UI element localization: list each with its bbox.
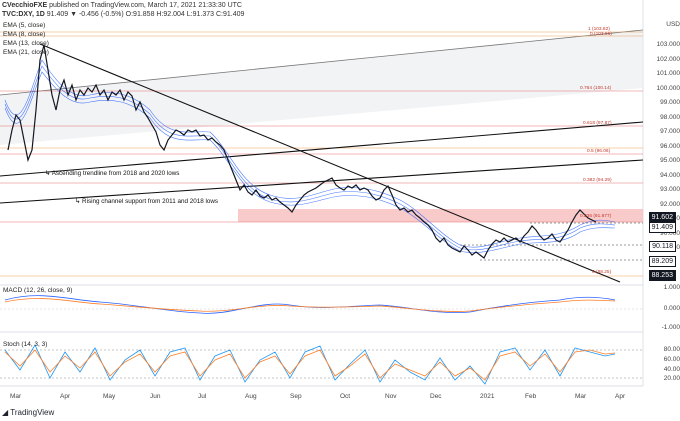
price-axis-tick: 92.000 bbox=[660, 200, 680, 208]
channel-band bbox=[0, 30, 643, 145]
ohlc-readout: 91.409 ▼ -0.456 (-0.5%) O:91.858 H:92.00… bbox=[46, 11, 245, 18]
time-axis-tick: Aug bbox=[245, 393, 257, 400]
fib-lines bbox=[0, 31, 643, 277]
fib-label-0382: 0.382 (94.29) bbox=[583, 178, 612, 183]
macd-axis-0: 0.000 bbox=[663, 305, 680, 312]
branding-text: TradingView bbox=[10, 408, 55, 417]
fib-label-0236: 0.236 (91.877) bbox=[580, 214, 612, 219]
stoch-axis-20: 20.00 bbox=[663, 375, 680, 382]
trendlines bbox=[0, 43, 644, 283]
price-label-88253: 88.253 bbox=[648, 270, 676, 281]
time-axis-tick: Feb bbox=[525, 393, 537, 400]
price-axis-tick: 96.000 bbox=[660, 142, 680, 150]
tradingview-logo[interactable]: ◢ TradingView bbox=[2, 408, 54, 417]
published-text: published on TradingView.com, March 17, … bbox=[49, 2, 242, 9]
time-axis-tick: Mar bbox=[575, 393, 587, 400]
symbol[interactable]: TVC:DXY, 1D bbox=[2, 11, 45, 18]
legend-ema5[interactable]: EMA (5, close) bbox=[3, 22, 46, 29]
fib-label-0-top: 0 (103.66) bbox=[590, 32, 612, 37]
price-axis-tick: 94.000 bbox=[660, 171, 680, 179]
price-axis-tick: 103.000 bbox=[656, 41, 680, 48]
fib-label-0764: 0.764 (100.14) bbox=[580, 86, 612, 91]
downtrend-line bbox=[39, 43, 621, 283]
stoch-axis-40: 40.00 bbox=[663, 366, 680, 373]
legend-ema8[interactable]: EMA (8, close) bbox=[3, 31, 46, 38]
rising-channel-support bbox=[0, 159, 644, 204]
price-axis-tick: 95.000 bbox=[660, 157, 680, 164]
ascending-trendline bbox=[0, 121, 644, 177]
time-axis-tick: Apr bbox=[615, 393, 626, 400]
price-axis-tick: 102.000 bbox=[656, 55, 680, 63]
price-axis-tick: 98.000 bbox=[660, 113, 680, 121]
price-axis-tick: 99.000 bbox=[660, 99, 680, 106]
time-axis-tick: Jun bbox=[150, 393, 161, 400]
price-axis-tick: 90.000 bbox=[660, 229, 680, 237]
macd-axis-1: 1.000 bbox=[663, 284, 680, 291]
stoch-pane bbox=[0, 344, 643, 385]
time-axis-tick: Sep bbox=[290, 393, 302, 400]
ascending-trendline-text: Ascending trendline from 2018 and 2020 l… bbox=[51, 170, 180, 177]
time-axis-tick: Mar bbox=[10, 393, 22, 400]
tradingview-icon: ◢ bbox=[2, 408, 9, 417]
currency-label: USD bbox=[666, 21, 680, 28]
legend-ema13[interactable]: EMA (13, close) bbox=[3, 40, 49, 47]
stoch-axis-60: 60.00 bbox=[663, 356, 680, 363]
time-axis-tick: Apr bbox=[60, 393, 71, 400]
macd-axis-neg1: -1.000 bbox=[661, 324, 680, 331]
time-axis-tick: Oct bbox=[340, 393, 351, 400]
stoch-axis-80: 80.00 bbox=[663, 346, 680, 353]
fib-label-05: 0.5 (96.06) bbox=[587, 149, 611, 154]
price-axis-tick: 101.000 bbox=[656, 70, 680, 77]
time-axis-tick: May bbox=[103, 393, 116, 400]
price-bars bbox=[7, 44, 597, 259]
price-axis-tick: 100.000 bbox=[656, 84, 680, 92]
price-label-91409: 91.409 bbox=[648, 222, 676, 233]
fib-label-0-bottom: 0 (88.25) bbox=[592, 270, 612, 275]
rising-channel-text: Rising channel support from 2011 and 201… bbox=[82, 198, 219, 205]
ascending-trendline-label: ↳ Ascending trendline from 2018 and 2020… bbox=[45, 170, 180, 177]
time-axis-tick: Dec bbox=[430, 393, 442, 400]
header: CVecchioFXE published on TradingView.com… bbox=[2, 1, 244, 19]
rising-channel-label: ↳ Rising channel support from 2011 and 2… bbox=[75, 198, 219, 205]
price-label-89209: 89.209 bbox=[648, 256, 676, 267]
fib-label-1: 1 (103.82) bbox=[588, 27, 610, 32]
macd-label[interactable]: MACD (12, 26, close, 9) bbox=[3, 287, 73, 294]
price-axis-tick: 93.000 bbox=[660, 186, 680, 193]
time-axis-tick: Nov bbox=[385, 393, 397, 400]
legend-ema21[interactable]: EMA (21, close) bbox=[3, 49, 49, 56]
time-axis-tick: 2021 bbox=[480, 393, 495, 400]
publisher: CVecchioFXE bbox=[2, 2, 48, 9]
resistance-zone bbox=[238, 209, 643, 222]
price-label-90118: 90.118 bbox=[649, 241, 676, 252]
price-axis-tick: 97.000 bbox=[660, 128, 680, 135]
stoch-label[interactable]: Stoch (14, 3, 3) bbox=[3, 341, 48, 348]
fib-label-0618: 0.618 (97.87) bbox=[583, 121, 612, 126]
time-axis-tick: Jul bbox=[198, 393, 207, 400]
macd-pane bbox=[0, 295, 643, 314]
